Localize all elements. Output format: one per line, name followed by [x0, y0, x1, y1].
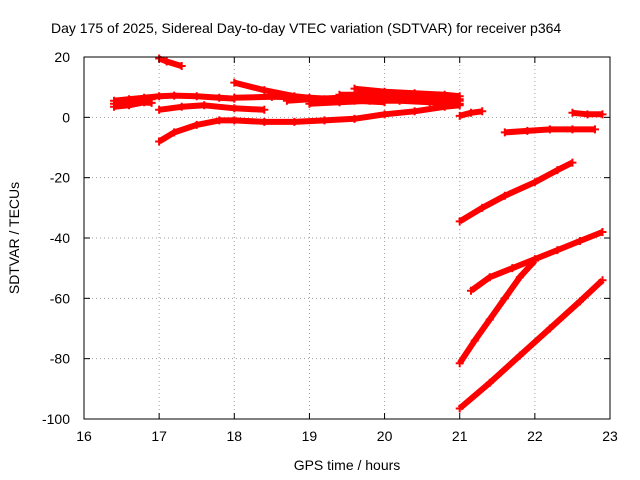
data-point [425, 93, 434, 102]
data-point [583, 110, 592, 119]
data-point [500, 294, 509, 303]
data-point [230, 93, 239, 102]
data-point [553, 166, 562, 175]
x-tick-label: 22 [527, 428, 543, 444]
data-point [110, 99, 119, 108]
data-point [132, 98, 141, 107]
y-tick-label: -60 [50, 290, 70, 306]
data-point [485, 315, 494, 324]
data-point [170, 91, 179, 100]
data-point [455, 96, 464, 105]
x-tick-label: 20 [377, 428, 393, 444]
data-point [598, 276, 607, 285]
data-point [320, 116, 329, 125]
y-tick-label: -20 [50, 170, 70, 186]
x-tick-label: 18 [226, 428, 242, 444]
data-point [155, 137, 164, 146]
data-point [177, 102, 186, 111]
data-point [290, 117, 299, 126]
data-point [545, 324, 554, 333]
data-point [485, 378, 494, 387]
data-point [170, 128, 179, 137]
data-point [485, 273, 494, 282]
y-tick-label: -40 [50, 230, 70, 246]
data-point [575, 297, 584, 306]
data-point [530, 256, 539, 265]
data-point [335, 98, 344, 107]
data-point [147, 98, 156, 107]
data-point [335, 90, 344, 99]
x-tick-label: 19 [302, 428, 318, 444]
data-point [155, 92, 164, 101]
series-line [457, 278, 605, 411]
y-tick-label: -80 [50, 351, 70, 367]
data-point [568, 108, 577, 117]
data-point [230, 116, 239, 125]
data-point [365, 90, 374, 99]
data-point [350, 84, 359, 93]
data-point [455, 111, 464, 120]
data-point [466, 286, 475, 295]
data-point [260, 117, 269, 126]
data-point [466, 108, 475, 117]
data-point [162, 57, 171, 66]
data-point [455, 404, 464, 413]
data-point [568, 158, 577, 167]
series-line [458, 159, 574, 224]
data-point [200, 101, 209, 110]
data-point [380, 110, 389, 119]
chart-title: Day 175 of 2025, Sidereal Day-to-day VTE… [51, 20, 561, 36]
data-point [215, 116, 224, 125]
data-point [478, 203, 487, 212]
data-point [590, 125, 599, 134]
x-tick-label: 17 [151, 428, 167, 444]
y-tick-label: -100 [42, 411, 70, 427]
data-point [568, 125, 577, 134]
data-point [598, 110, 607, 119]
data-point [598, 227, 607, 236]
data-point [500, 128, 509, 137]
data-point [553, 246, 562, 255]
data-point [523, 126, 532, 135]
axis-ticks: 16 17 18 19 20 21 22 23 -100 -80 -60 -40 -20 0 20 [42, 49, 618, 444]
data-point [350, 114, 359, 123]
data-point [215, 93, 224, 102]
data-point [230, 78, 239, 87]
data-point [282, 96, 291, 105]
data-point [177, 62, 186, 71]
series-line [457, 258, 538, 365]
data-point [530, 178, 539, 187]
data-point [267, 92, 276, 101]
data-point [545, 125, 554, 134]
data-point [192, 92, 201, 101]
data-point [455, 359, 464, 368]
data-point [305, 99, 314, 108]
data-point [455, 217, 464, 226]
y-tick-label: 20 [54, 49, 70, 65]
data-point [508, 264, 517, 273]
y-axis-label: SDTVAR / TECUs [6, 182, 22, 294]
data-point [260, 86, 269, 95]
x-axis-label: GPS time / hours [294, 457, 401, 473]
data-point [192, 120, 201, 129]
data-point [515, 273, 524, 282]
data-point [155, 105, 164, 114]
series-line [309, 97, 460, 107]
data-point [515, 351, 524, 360]
data-point [395, 92, 404, 101]
x-tick-label: 23 [602, 428, 618, 444]
x-tick-label: 16 [76, 428, 92, 444]
data-point [260, 105, 269, 114]
data-point [230, 104, 239, 113]
y-tick-label: 0 [62, 109, 70, 125]
data-point [410, 107, 419, 116]
data-point [470, 336, 479, 345]
x-tick-label: 21 [452, 428, 468, 444]
data-point [478, 107, 487, 116]
series-group [110, 54, 607, 413]
data-point [575, 237, 584, 246]
data-point [500, 191, 509, 200]
